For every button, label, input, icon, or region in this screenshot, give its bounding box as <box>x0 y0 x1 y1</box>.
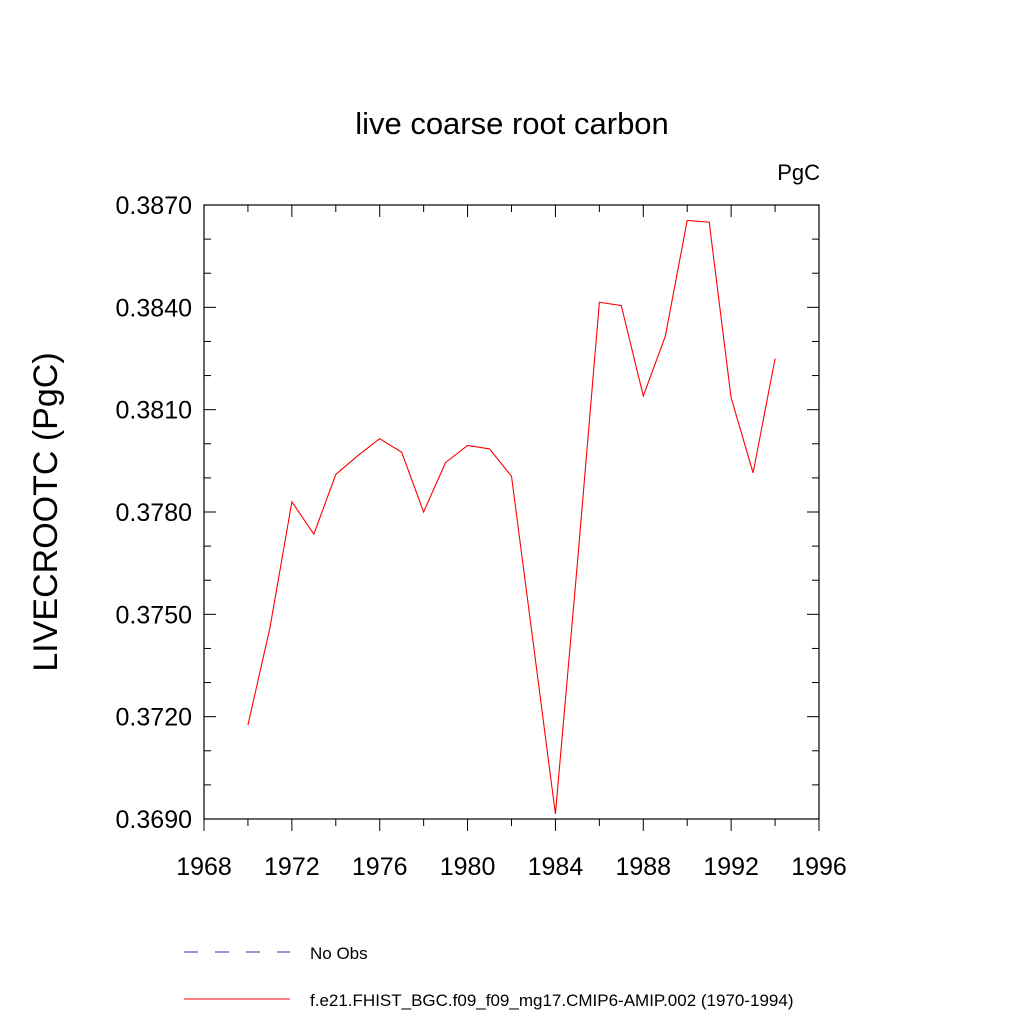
y-tick-label: 0.3810 <box>116 397 192 425</box>
y-tick-label: 0.3840 <box>116 294 192 322</box>
legend-label-no-obs: No Obs <box>310 944 368 963</box>
x-tick-label: 1984 <box>528 853 584 881</box>
x-tick-label: 1988 <box>615 853 671 881</box>
axis-ticks <box>203 204 820 831</box>
x-tick-label: 1976 <box>352 853 408 881</box>
y-tick-label: 0.3690 <box>116 806 192 834</box>
x-tick-label: 1992 <box>703 853 759 881</box>
legend-label-model: f.e21.FHIST_BGC.f09_f09_mg17.CMIP6-AMIP.… <box>310 991 794 1010</box>
y-tick-label: 0.3780 <box>116 499 192 527</box>
x-tick-label: 1996 <box>791 853 847 881</box>
plot-frame <box>203 204 820 820</box>
x-tick-label: 1968 <box>176 853 232 881</box>
y-tick-label: 0.3720 <box>116 704 192 732</box>
series-lines <box>247 219 776 814</box>
series-line-0 <box>247 219 776 814</box>
y-tick-label: 0.3870 <box>116 192 192 220</box>
units-label: PgC <box>777 160 820 185</box>
legend: No Obs f.e21.FHIST_BGC.f09_f09_mg17.CMIP… <box>184 944 794 1010</box>
x-tick-labels: 1968 1972 1976 1980 1984 1988 1992 1996 <box>176 853 847 881</box>
chart-title: live coarse root carbon <box>355 106 669 141</box>
y-tick-labels: 0.3690 0.3720 0.3750 0.3780 0.3810 0.3840 0.38… <box>116 192 192 834</box>
y-axis-label: LIVECROOTC (PgC) <box>27 352 65 671</box>
y-tick-label: 0.3750 <box>116 601 192 629</box>
x-tick-label: 1980 <box>440 853 496 881</box>
x-tick-label: 1972 <box>264 853 320 881</box>
